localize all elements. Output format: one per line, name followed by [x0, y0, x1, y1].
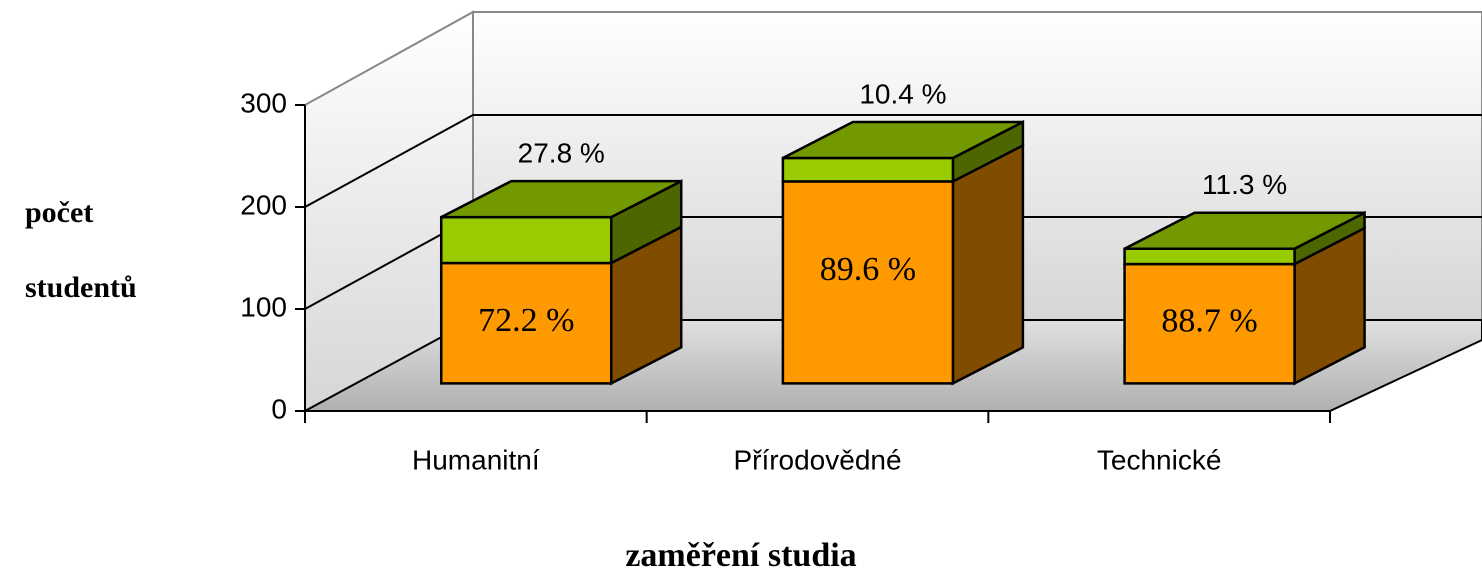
- y-axis-title: počet: [25, 196, 93, 229]
- bar-side: [951, 143, 1025, 386]
- y-tick-label: 100: [240, 291, 287, 322]
- bar-top: [1123, 211, 1366, 251]
- bar-top: [440, 179, 682, 219]
- bar: [439, 261, 613, 385]
- bar: [1123, 247, 1296, 266]
- data-label: 10.4 %: [859, 78, 946, 109]
- y-tick-label: 300: [240, 87, 287, 118]
- data-label: 72.2 %: [478, 302, 574, 339]
- grid-line: [304, 114, 1482, 208]
- y-tick-label: 200: [240, 189, 287, 220]
- x-tick-label: Technické: [1097, 444, 1222, 475]
- x-tick-label: Humanitní: [412, 444, 540, 475]
- bar: [439, 215, 613, 265]
- data-label: 27.8 %: [518, 138, 605, 169]
- bar-top: [782, 120, 1024, 160]
- y-tick-label: 0: [271, 393, 287, 424]
- x-axis-title: zaměření studia: [625, 537, 856, 574]
- data-label: 89.6 %: [820, 251, 916, 288]
- bar: [1123, 262, 1296, 385]
- x-tick-label: Přírodovědné: [733, 444, 901, 475]
- bar: [781, 180, 955, 385]
- data-label: 11.3 %: [1202, 169, 1287, 200]
- data-label: 88.7 %: [1161, 303, 1257, 340]
- y-axis-title: studentů: [25, 271, 137, 304]
- bar: [781, 156, 955, 183]
